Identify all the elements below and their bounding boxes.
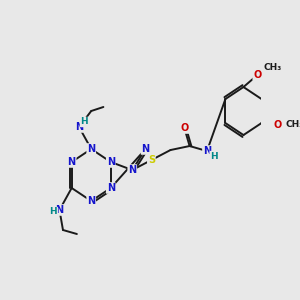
- Text: H: H: [80, 118, 88, 127]
- Text: O: O: [253, 70, 262, 80]
- Text: O: O: [273, 120, 281, 130]
- Text: N: N: [107, 157, 115, 167]
- Text: N: N: [56, 205, 64, 215]
- Text: N: N: [203, 146, 211, 156]
- Text: S: S: [148, 155, 155, 165]
- Text: N: N: [87, 196, 95, 206]
- Text: N: N: [68, 157, 76, 167]
- Text: CH₃: CH₃: [285, 119, 300, 128]
- Text: H: H: [210, 152, 218, 160]
- Text: N: N: [87, 144, 95, 154]
- Text: N: N: [75, 122, 83, 132]
- Text: CH₃: CH₃: [264, 62, 282, 71]
- Text: H: H: [50, 208, 57, 217]
- Text: N: N: [128, 165, 136, 175]
- Text: N: N: [107, 183, 115, 193]
- Text: O: O: [180, 123, 188, 133]
- Text: N: N: [142, 144, 150, 154]
